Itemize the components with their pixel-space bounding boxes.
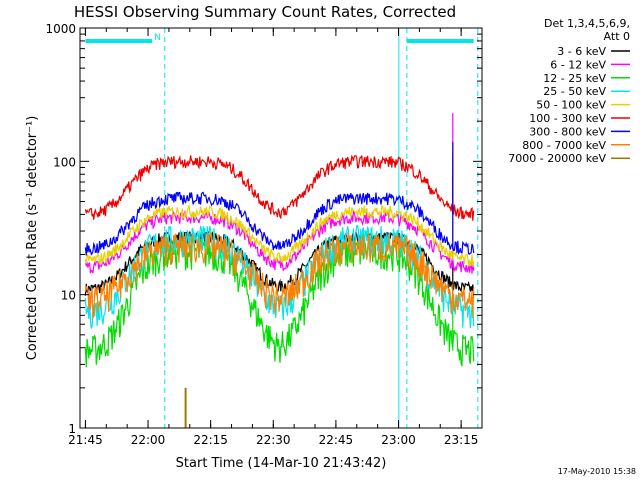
legend-label: 7000 - 20000 keV — [508, 152, 606, 165]
legend-label: 800 - 7000 keV — [522, 139, 606, 152]
legend-label: 3 - 6 keV — [557, 45, 606, 58]
x-tick-label: 23:00 — [381, 433, 416, 447]
x-tick-label: 23:15 — [444, 433, 479, 447]
plot-content — [84, 28, 479, 428]
series-800-7000-kev-line — [84, 231, 475, 319]
series-50-100-kev-line — [84, 203, 475, 267]
series-100-300-kev-line — [84, 154, 475, 221]
series-300-800-kev-line — [84, 191, 475, 256]
y-axis-label: Corrected Count Rate (s⁻¹ detector⁻¹) — [25, 116, 40, 361]
x-tick-label: 22:15 — [193, 433, 228, 447]
axes: 21:45 22:00 22:15 22:30 22:45 23:00 23:15 1 10 10… — [45, 22, 483, 447]
plot-area: N — [84, 28, 479, 428]
legend-header-detectors: Det 1,3,4,5,6,9, — [544, 17, 630, 30]
series-12-25-kev-line — [84, 236, 475, 368]
chart-title: HESSI Observing Summary Count Rates, Cor… — [74, 3, 456, 21]
legend-label: 50 - 100 keV — [536, 99, 606, 112]
legend-label: 6 - 12 keV — [550, 58, 606, 71]
legend-label: 12 - 25 keV — [543, 72, 606, 85]
y-tick-label: 1000 — [45, 22, 76, 36]
legend-header-attenuator: Att 0 — [604, 30, 630, 43]
y-tick-label: 100 — [53, 155, 76, 169]
flag-label: N — [154, 33, 161, 43]
x-axis-label: Start Time (14-Mar-10 21:43:42) — [176, 456, 387, 471]
x-tick-label: 22:30 — [256, 433, 291, 447]
plot-frame — [79, 27, 483, 429]
legend-label: 100 - 300 keV — [529, 112, 606, 125]
y-tick-label: 1 — [68, 422, 76, 436]
y-tick-label: 10 — [61, 289, 76, 303]
series-6-12-kev-line — [84, 209, 475, 274]
x-tick-label: 22:45 — [319, 433, 354, 447]
legend-label: 300 - 800 keV — [529, 125, 606, 138]
x-tick-label: 21:45 — [68, 433, 103, 447]
footer-date: 17-May-2010 15:38 — [558, 467, 636, 476]
legend-label: 25 - 50 keV — [543, 85, 606, 98]
x-tick-label: 22:00 — [131, 433, 166, 447]
